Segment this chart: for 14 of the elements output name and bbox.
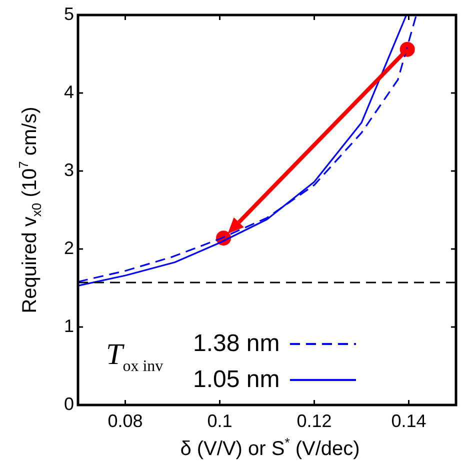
y-tick-label: 0	[64, 394, 74, 414]
x-tick-label: 0.1	[207, 410, 232, 431]
legend-title: T$_{ox inv}$	[106, 338, 164, 376]
y-tick-label: 3	[64, 160, 74, 180]
x-tick-label: 0.12	[296, 410, 332, 431]
y-tick-label: 2	[64, 238, 74, 258]
y-tick-label: 1	[64, 316, 74, 336]
y-tick-label: 4	[64, 82, 74, 102]
legend-label: 1.38 nm	[193, 330, 280, 358]
legend-label: 1.05 nm	[193, 366, 280, 394]
y-tick-label: 5	[64, 4, 74, 24]
x-tick-label: 0.14	[391, 410, 426, 431]
x-axis-title: δ (V/V) or S$^{*}$ (V/dec)	[180, 435, 360, 461]
x-tick-label: 0.08	[108, 410, 143, 431]
